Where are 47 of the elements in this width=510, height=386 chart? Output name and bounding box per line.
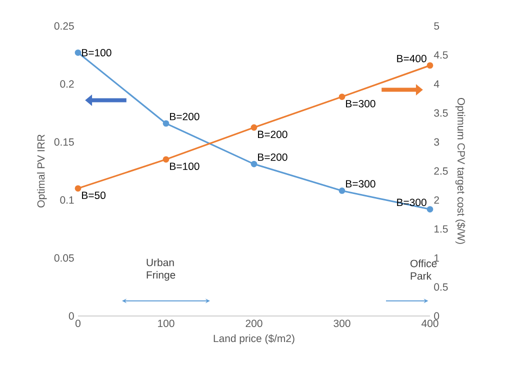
y2-axis-title: Optimum CPV target cost ($/W) <box>455 98 466 244</box>
y2-tick-label: 0 <box>434 312 440 320</box>
y2-tick-label: 1 <box>434 254 439 262</box>
y2-tick-label: 5 <box>434 22 440 30</box>
x-tick-label: 300 <box>334 320 350 328</box>
annotation: Office Park <box>410 260 437 280</box>
x-tick-label: 400 <box>422 320 438 328</box>
point <box>426 62 434 69</box>
point <box>74 185 82 192</box>
y-tick-label: 0.2 <box>60 80 74 88</box>
y2-tick-label: 0.5 <box>434 283 448 291</box>
y2-tick-label: 4 <box>434 80 440 88</box>
point <box>250 160 258 168</box>
annotation: Urban Fringe <box>146 258 176 281</box>
annotation: B=50 <box>82 192 106 199</box>
x-tick-label: 200 <box>246 320 262 328</box>
y2-tick-label: 3 <box>434 138 440 146</box>
y-tick-label: 0.15 <box>54 138 74 146</box>
annotation: B=100 <box>170 162 200 170</box>
annotation: B=300 <box>346 180 376 188</box>
y2-tick-label: 3.5 <box>434 109 448 117</box>
annotation: B=200 <box>258 153 288 161</box>
x-tick-label: 100 <box>158 320 174 328</box>
point <box>162 120 170 127</box>
point <box>426 206 434 212</box>
x-tick-label: 0 <box>75 320 80 328</box>
point <box>338 188 346 194</box>
y2-tick-label: 2.5 <box>434 167 448 175</box>
y2-tick-label: 4.5 <box>434 51 448 59</box>
point <box>74 49 82 56</box>
annotation: B=300 <box>397 198 426 206</box>
annotation: B=300 <box>346 100 376 108</box>
y2-tick-label: 2 <box>434 196 439 204</box>
y-axis-title: Optimal PV IRR <box>37 134 47 208</box>
point <box>162 156 170 163</box>
point <box>250 124 258 131</box>
annotation: B=200 <box>258 130 288 138</box>
y-tick-label: 0.05 <box>54 254 74 262</box>
y-tick-label: 0.25 <box>54 22 74 30</box>
y-tick-label: 0 <box>68 312 74 320</box>
point <box>338 94 346 100</box>
y2-tick-label: 1.5 <box>434 225 448 233</box>
x-axis-title: Land price ($/m2) <box>214 334 294 344</box>
y-tick-label: 0.1 <box>60 196 74 204</box>
annotation: B=400 <box>397 54 426 62</box>
annotation: B=200 <box>170 112 200 120</box>
annotation: B=100 <box>82 48 112 56</box>
